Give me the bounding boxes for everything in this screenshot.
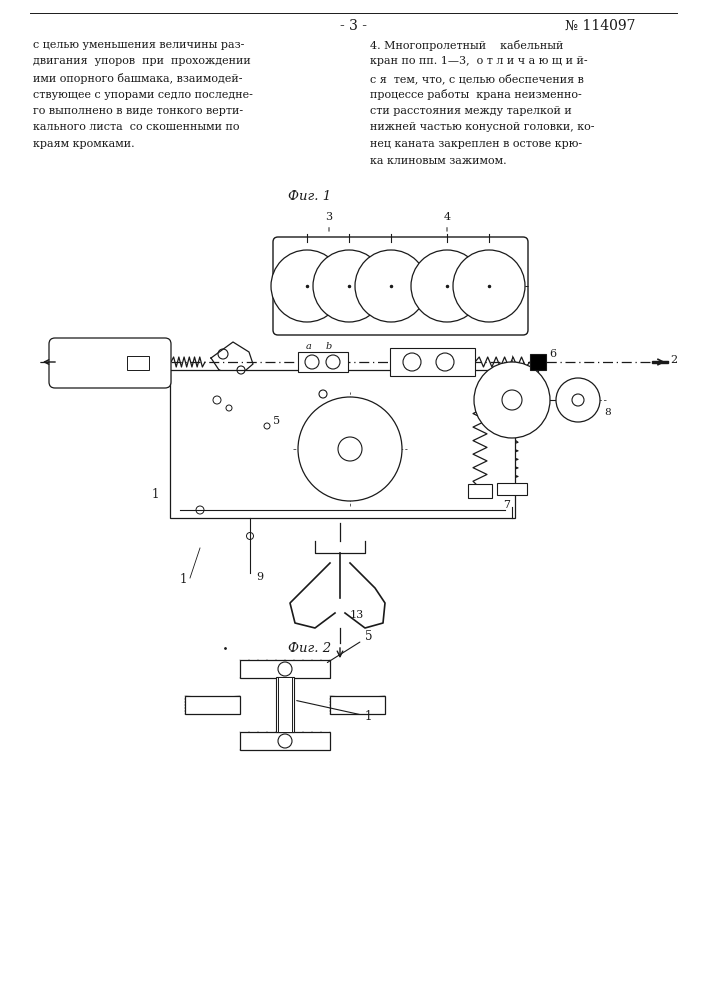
Text: ими опорного башмака, взаимодей-: ими опорного башмака, взаимодей- (33, 73, 243, 84)
Text: 8: 8 (604, 408, 611, 417)
Bar (390, 348, 475, 376)
Circle shape (338, 437, 362, 461)
Text: - 3 -: - 3 - (339, 19, 366, 33)
Bar (240, 732, 330, 750)
Circle shape (403, 353, 421, 371)
Polygon shape (652, 361, 668, 363)
Bar (185, 696, 240, 714)
Text: № 114097: № 114097 (565, 19, 636, 33)
Text: с я  тем, что, с целью обеспечения в: с я тем, что, с целью обеспечения в (370, 73, 584, 84)
Bar (530, 354, 546, 370)
Circle shape (556, 378, 600, 422)
Bar (278, 677, 292, 732)
Text: 4. Многопролетный    кабельный: 4. Многопролетный кабельный (370, 40, 563, 51)
Text: 6: 6 (549, 349, 556, 359)
Text: краям кромками.: краям кромками. (33, 139, 134, 149)
Text: 4: 4 (443, 212, 450, 231)
Bar (127, 356, 149, 370)
Text: кального листа  со скошенными по: кального листа со скошенными по (33, 122, 240, 132)
Bar (240, 660, 330, 678)
FancyBboxPatch shape (273, 237, 528, 335)
Text: 7: 7 (503, 500, 510, 510)
Text: го выполнено в виде тонкого верти-: го выполнено в виде тонкого верти- (33, 106, 243, 116)
Text: двигания  упоров  при  прохождении: двигания упоров при прохождении (33, 56, 251, 66)
Text: ствующее с упорами седло последне-: ствующее с упорами седло последне- (33, 90, 253, 100)
Text: 13: 13 (350, 610, 364, 620)
Text: Фиг. 1: Фиг. 1 (288, 190, 332, 203)
Text: сти расстояния между тарелкой и: сти расстояния между тарелкой и (370, 106, 572, 116)
Text: b: b (326, 342, 332, 351)
Bar (468, 484, 492, 498)
Text: a: a (306, 342, 312, 351)
Text: с целью уменьшения величины раз-: с целью уменьшения величины раз- (33, 40, 245, 50)
Circle shape (436, 353, 454, 371)
Text: 1: 1 (180, 573, 187, 586)
Text: 5: 5 (273, 416, 280, 426)
Text: нижней частью конусной головки, ко-: нижней частью конусной головки, ко- (370, 122, 595, 132)
Bar (330, 696, 385, 714)
Text: 3: 3 (325, 212, 332, 231)
Text: нец каната закреплен в остове крю-: нец каната закреплен в остове крю- (370, 139, 582, 149)
Circle shape (502, 390, 522, 410)
Text: 1: 1 (152, 488, 159, 501)
Text: ка клиновым зажимом.: ка клиновым зажимом. (370, 155, 507, 165)
Text: процессе работы  крана неизменно-: процессе работы крана неизменно- (370, 90, 582, 101)
Circle shape (278, 734, 292, 748)
Bar (497, 483, 527, 495)
Circle shape (355, 250, 427, 322)
Text: 1: 1 (297, 701, 373, 723)
Circle shape (278, 662, 292, 676)
Circle shape (298, 397, 402, 501)
Text: Фиг. 2: Фиг. 2 (288, 642, 332, 655)
Circle shape (326, 355, 340, 369)
Bar (276, 677, 294, 732)
Circle shape (411, 250, 483, 322)
Bar (298, 352, 348, 372)
Bar (170, 370, 515, 518)
Text: кран по пп. 1—3,  о т л и ч а ю щ и й-: кран по пп. 1—3, о т л и ч а ю щ и й- (370, 56, 588, 66)
Circle shape (271, 250, 343, 322)
Circle shape (453, 250, 525, 322)
Circle shape (305, 355, 319, 369)
Text: 9: 9 (256, 572, 263, 582)
Text: 5: 5 (327, 630, 373, 663)
FancyBboxPatch shape (49, 338, 171, 388)
Circle shape (474, 362, 550, 438)
Circle shape (313, 250, 385, 322)
Circle shape (572, 394, 584, 406)
Text: 2: 2 (670, 355, 677, 365)
